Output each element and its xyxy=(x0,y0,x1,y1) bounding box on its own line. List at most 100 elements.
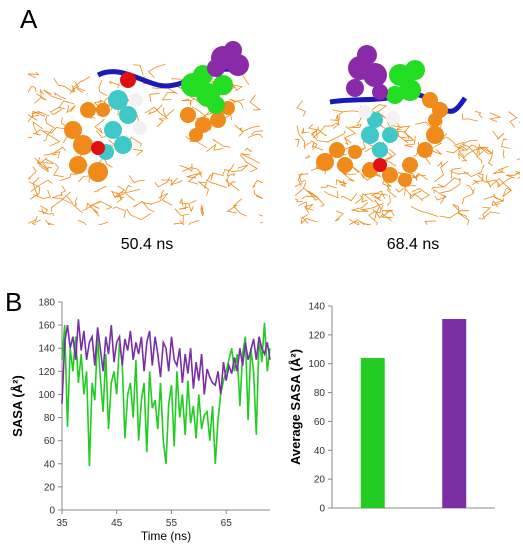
membrane-segment xyxy=(247,133,263,139)
membrane-segment xyxy=(307,191,325,207)
membrane-segment xyxy=(240,153,260,164)
membrane-segment xyxy=(251,130,263,136)
membrane-segment xyxy=(518,121,520,123)
panel-a-label: A xyxy=(20,4,38,34)
membrane-segment xyxy=(478,143,493,155)
membrane-segment xyxy=(348,123,363,129)
membrane-segment xyxy=(493,193,505,204)
membrane-segment xyxy=(463,146,486,159)
membrane-segment xyxy=(28,166,37,180)
ligand-atoms xyxy=(91,72,147,160)
membrane-segment xyxy=(300,217,318,225)
membrane-segment xyxy=(301,127,310,134)
y-tick-label: 100 xyxy=(38,390,55,401)
membrane-segment xyxy=(411,172,428,181)
membrane-segment xyxy=(371,104,388,113)
membrane-segment xyxy=(98,80,108,97)
membrane-segment xyxy=(452,204,460,215)
membrane-segment xyxy=(374,199,382,210)
membrane-segment xyxy=(28,114,39,123)
membrane-segment xyxy=(465,184,475,194)
membrane-segment xyxy=(28,114,38,121)
membrane-segment xyxy=(332,122,339,130)
membrane-segment xyxy=(334,210,344,222)
membrane-segment xyxy=(492,130,505,140)
membrane-segment xyxy=(320,184,337,189)
membrane-segment xyxy=(203,173,212,189)
x-tick-label: 35 xyxy=(56,518,68,529)
membrane-segment xyxy=(133,64,144,76)
membrane-segment xyxy=(463,164,485,178)
membrane-segment xyxy=(28,181,41,200)
membrane-segment xyxy=(295,181,307,197)
membrane-segment xyxy=(108,80,121,89)
membrane-segment xyxy=(154,176,170,188)
membrane-segment xyxy=(476,173,484,183)
membrane-segment xyxy=(231,164,248,173)
membrane-segment xyxy=(374,206,380,220)
y-tick-label: 120 xyxy=(308,330,325,341)
membrane-segment xyxy=(410,206,439,217)
average-sasa-bar-chart: 0 20 40 60 80 100 120 140 Average SASA (Å²) xyxy=(288,302,495,515)
y-tick-label: 60 xyxy=(44,436,56,447)
membrane-segment xyxy=(72,85,76,93)
membrane-segment xyxy=(178,203,189,210)
membrane-segment xyxy=(491,200,501,208)
membrane-segment xyxy=(65,195,78,208)
orange-residues xyxy=(316,92,448,187)
membrane-segment xyxy=(43,128,54,142)
membrane-segment xyxy=(295,138,300,148)
orange-residues xyxy=(64,101,235,182)
y-tick-label: 80 xyxy=(44,413,56,424)
y-tick-label: 20 xyxy=(44,482,56,493)
membrane-segment xyxy=(462,113,478,122)
membrane-segment xyxy=(374,193,383,201)
membrane-segment xyxy=(477,174,501,187)
membrane-segment xyxy=(344,137,352,146)
series-line-1 xyxy=(61,319,271,404)
membrane-segment xyxy=(515,170,520,174)
membrane-segment xyxy=(53,162,64,178)
membrane-segment xyxy=(434,195,448,201)
membrane-segment xyxy=(310,130,329,143)
membrane-segment xyxy=(75,196,83,214)
membrane-segment xyxy=(161,179,173,187)
snapshot-68ns-image xyxy=(295,45,520,225)
membrane-segment xyxy=(128,175,145,184)
membrane-segment xyxy=(301,190,319,199)
membrane-segment xyxy=(431,183,444,190)
membrane-segment xyxy=(36,93,47,101)
membrane-segment xyxy=(489,178,512,191)
membrane-segment xyxy=(359,195,368,203)
snapshot-50ns-caption: 50.4 ns xyxy=(120,236,174,253)
membrane-segment xyxy=(200,204,204,217)
membrane-segment xyxy=(163,107,175,118)
membrane-segment xyxy=(30,179,53,192)
membrane-segment xyxy=(298,201,314,211)
membrane-segment xyxy=(497,176,513,188)
membrane-segment xyxy=(181,98,191,102)
ligand-atoms xyxy=(358,105,400,172)
membrane-segment xyxy=(234,124,244,133)
membrane-segment xyxy=(53,77,74,93)
y-tick-label: 60 xyxy=(314,417,326,428)
membrane-segment xyxy=(323,190,339,199)
membrane-segment xyxy=(457,152,468,162)
y-tick-label: 40 xyxy=(314,446,326,457)
membrane-segment xyxy=(40,129,61,147)
membrane-segment xyxy=(174,208,190,217)
membrane-segment xyxy=(483,195,504,203)
bar-1 xyxy=(442,318,467,508)
membrane-segment xyxy=(461,139,478,148)
membrane-segment xyxy=(412,174,426,178)
membrane-segment xyxy=(311,142,324,151)
membrane-segment xyxy=(296,100,306,117)
y-tick-label: 100 xyxy=(308,359,325,370)
membrane-segment xyxy=(73,76,91,88)
membrane-segment xyxy=(343,172,357,176)
membrane-segment xyxy=(297,172,303,187)
membrane-segment xyxy=(233,198,247,217)
membrane-segment xyxy=(230,83,243,92)
membrane-segment xyxy=(188,200,197,213)
membrane-segment xyxy=(58,100,75,110)
